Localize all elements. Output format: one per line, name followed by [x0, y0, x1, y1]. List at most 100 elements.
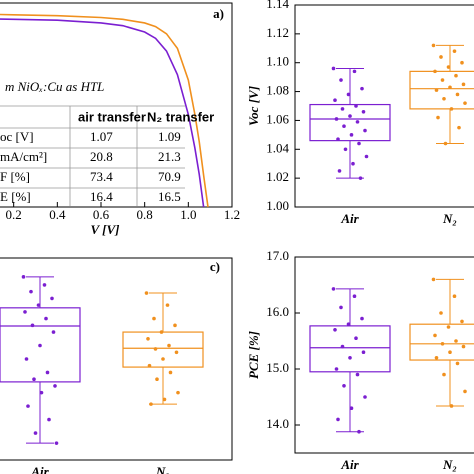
data-point	[352, 69, 357, 74]
data-point	[337, 169, 342, 173]
data-point	[32, 377, 36, 382]
panel-label: a)	[213, 6, 224, 21]
x-tick-label: 1.0	[180, 207, 196, 222]
x-tick-label: N₂	[442, 211, 457, 226]
table-value: 70.9	[158, 169, 181, 184]
x-tick-label: N₂	[155, 464, 170, 474]
data-point	[47, 417, 51, 422]
data-point	[331, 287, 336, 291]
data-point	[351, 161, 355, 166]
data-point	[354, 336, 358, 341]
data-point	[54, 441, 59, 445]
data-point	[461, 82, 466, 87]
data-point	[26, 404, 30, 408]
data-point	[352, 294, 357, 299]
x-tick-label: 0.4	[49, 207, 66, 222]
data-point	[36, 303, 41, 307]
data-point	[436, 115, 440, 120]
data-point	[434, 356, 439, 360]
data-point	[457, 125, 461, 130]
x-tick-label: Air	[340, 457, 359, 472]
data-point	[155, 377, 159, 382]
data-point	[363, 128, 367, 133]
table-row-label: F [%]	[0, 169, 30, 184]
y-tick-label: 1.02	[266, 169, 289, 184]
data-point	[461, 344, 466, 349]
data-point	[29, 289, 33, 294]
data-point	[39, 390, 44, 395]
data-point	[173, 323, 177, 328]
data-point	[443, 141, 448, 146]
data-point	[452, 294, 457, 299]
data-point	[348, 114, 352, 118]
box	[0, 307, 81, 383]
data-point	[448, 85, 452, 90]
data-point	[343, 147, 348, 152]
data-point	[340, 344, 345, 349]
data-point	[361, 350, 366, 355]
y-tick-label: 1.10	[266, 54, 289, 69]
table-value: 21.3	[158, 149, 181, 164]
jv-curve	[0, 18, 205, 208]
data-point	[45, 370, 50, 375]
data-point	[162, 397, 167, 402]
x-tick-label: 0.6	[93, 207, 110, 222]
data-point	[357, 429, 361, 434]
table-value: 1.09	[158, 129, 181, 144]
data-point	[38, 343, 42, 348]
data-point	[455, 92, 460, 97]
data-point	[440, 78, 445, 82]
data-point	[446, 65, 451, 69]
y-tick-label: 1.00	[266, 198, 289, 213]
data-point	[334, 117, 339, 121]
y-tick-label: 1.14	[266, 0, 289, 11]
data-point	[452, 49, 457, 53]
data-point	[348, 356, 352, 360]
data-point	[33, 431, 38, 435]
table-title: m NiOₓ:Cu as HTL	[5, 79, 104, 94]
box	[309, 325, 391, 373]
data-point	[147, 363, 152, 368]
plot-frame	[294, 256, 474, 454]
plot-frame	[0, 257, 233, 461]
data-point	[174, 350, 179, 355]
x-tick-label: 0.8	[137, 207, 153, 222]
data-point	[434, 88, 439, 92]
data-point	[446, 325, 451, 329]
x-tick-label: 1.2	[224, 207, 240, 222]
y-tick-label: 14.0	[266, 416, 289, 431]
data-point	[331, 66, 336, 71]
data-point	[342, 124, 346, 128]
box	[409, 323, 474, 361]
data-point	[167, 343, 171, 348]
data-point	[339, 305, 343, 310]
data-point	[346, 322, 351, 327]
data-point	[460, 60, 464, 65]
data-point	[431, 277, 436, 282]
data-point	[42, 283, 47, 287]
data-point	[354, 104, 358, 108]
data-point	[360, 316, 364, 321]
data-point	[53, 384, 57, 388]
panel-label: c)	[210, 259, 220, 274]
data-point	[454, 73, 458, 78]
data-point	[442, 372, 446, 377]
data-point	[433, 69, 437, 74]
data-point	[463, 101, 467, 105]
data-point	[342, 384, 346, 388]
data-point	[339, 78, 343, 82]
data-point	[333, 98, 337, 103]
x-tick-label: N₂	[442, 457, 457, 472]
data-point	[334, 367, 339, 371]
table-value: 16.5	[158, 189, 181, 204]
data-point	[50, 296, 54, 301]
data-point	[439, 311, 443, 315]
data-point	[361, 109, 366, 114]
data-point	[23, 310, 27, 314]
data-point	[24, 357, 29, 361]
data-point	[165, 303, 170, 307]
table-value: 73.4	[90, 169, 113, 184]
data-point	[144, 291, 149, 295]
data-point	[333, 328, 337, 332]
data-point	[21, 275, 26, 279]
